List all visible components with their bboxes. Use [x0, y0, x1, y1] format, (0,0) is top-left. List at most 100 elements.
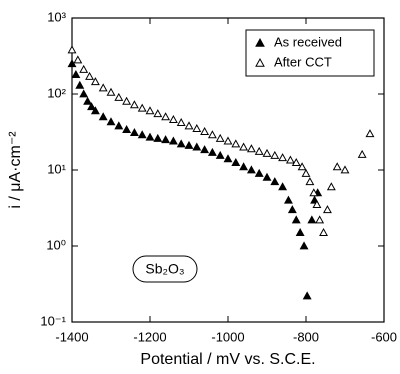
- marker: [309, 188, 319, 197]
- marker: [285, 155, 295, 164]
- marker: [168, 136, 178, 145]
- marker: [87, 102, 96, 111]
- y-tick-label: 10³: [47, 9, 66, 24]
- marker: [67, 45, 77, 54]
- marker: [137, 103, 147, 112]
- x-tick-label: -1000: [211, 329, 244, 344]
- marker: [319, 227, 328, 236]
- marker: [85, 71, 94, 80]
- marker: [153, 109, 163, 118]
- marker: [291, 215, 301, 224]
- x-axis-label: Potential / mV vs. S.C.E.: [140, 351, 315, 368]
- y-tick-label: 10¹: [47, 161, 66, 176]
- marker: [215, 133, 225, 142]
- marker: [200, 126, 210, 135]
- marker: [73, 55, 83, 64]
- marker: [79, 64, 89, 73]
- annotation: Sb₂O₃: [145, 261, 184, 277]
- x-tick-label: -600: [371, 329, 397, 344]
- marker: [106, 87, 116, 96]
- marker: [262, 172, 272, 181]
- marker: [114, 121, 124, 130]
- legend-label: After CCT: [274, 54, 332, 69]
- marker: [200, 145, 210, 154]
- marker: [295, 227, 305, 236]
- marker: [254, 168, 264, 177]
- marker: [340, 165, 350, 174]
- marker: [239, 162, 249, 171]
- marker: [79, 89, 89, 98]
- marker: [184, 140, 194, 149]
- marker: [129, 100, 139, 109]
- marker: [284, 195, 293, 204]
- marker: [357, 149, 367, 158]
- marker: [315, 215, 325, 224]
- marker: [297, 162, 307, 171]
- marker: [270, 150, 280, 159]
- marker: [98, 112, 108, 121]
- marker: [176, 118, 186, 127]
- marker: [83, 96, 93, 105]
- marker: [168, 115, 178, 124]
- marker: [90, 106, 100, 115]
- marker: [270, 177, 280, 186]
- marker: [161, 112, 171, 121]
- marker: [71, 69, 81, 78]
- marker: [307, 215, 317, 224]
- marker: [145, 106, 155, 115]
- marker: [312, 200, 322, 209]
- marker: [122, 124, 132, 133]
- marker: [223, 154, 233, 163]
- marker: [129, 128, 139, 137]
- legend-label: As received: [274, 34, 342, 49]
- marker: [106, 117, 116, 126]
- marker: [305, 177, 315, 186]
- x-tick-label: -800: [293, 329, 319, 344]
- marker: [231, 139, 241, 148]
- marker: [184, 121, 194, 130]
- marker: [98, 83, 108, 92]
- legend-box: [245, 29, 375, 77]
- marker: [365, 129, 375, 138]
- marker: [323, 205, 332, 214]
- marker: [67, 59, 77, 68]
- marker: [291, 158, 301, 167]
- marker: [122, 96, 132, 105]
- marker: [176, 139, 186, 148]
- x-tick-label: -1400: [55, 329, 88, 344]
- y-tick-label: 10⁻¹: [40, 313, 66, 328]
- marker: [215, 150, 225, 159]
- marker: [231, 158, 241, 167]
- legend-marker: [255, 37, 265, 47]
- marker: [239, 142, 249, 151]
- marker: [153, 133, 163, 142]
- x-tick-label: -1200: [133, 329, 166, 344]
- marker: [246, 144, 256, 153]
- marker: [137, 130, 147, 139]
- marker: [192, 142, 202, 151]
- marker: [145, 132, 155, 141]
- marker: [161, 135, 171, 144]
- y-tick-label: 10²: [47, 85, 66, 100]
- marker: [332, 162, 342, 171]
- marker: [326, 182, 336, 191]
- marker: [246, 165, 256, 174]
- marker: [278, 182, 288, 191]
- marker: [75, 80, 85, 89]
- marker: [299, 241, 309, 250]
- marker: [223, 136, 233, 145]
- y-axis-label: i / μA·cm⁻²: [7, 131, 24, 209]
- marker: [287, 205, 297, 214]
- marker: [254, 146, 264, 155]
- legend-marker: [255, 57, 265, 67]
- marker: [262, 148, 272, 157]
- y-tick-label: 10⁰: [46, 237, 66, 252]
- marker: [278, 153, 288, 162]
- marker: [192, 124, 202, 133]
- marker: [90, 77, 100, 86]
- marker: [207, 130, 217, 139]
- marker: [207, 147, 217, 156]
- marker: [302, 291, 312, 300]
